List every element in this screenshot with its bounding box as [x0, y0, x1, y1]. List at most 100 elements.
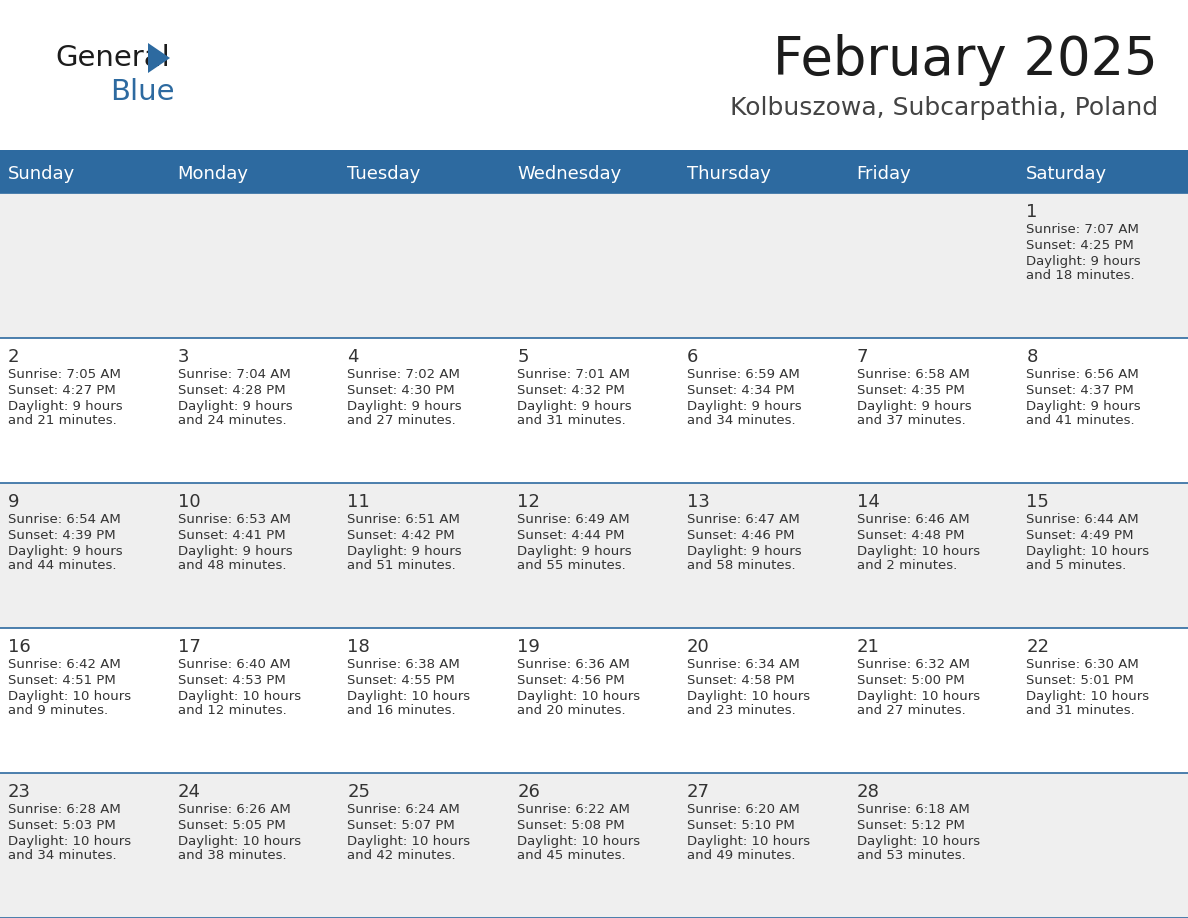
Text: Daylight: 9 hours: Daylight: 9 hours — [347, 545, 462, 558]
Text: 2: 2 — [8, 348, 19, 366]
Text: 12: 12 — [517, 493, 541, 511]
Text: Sunset: 4:39 PM: Sunset: 4:39 PM — [8, 529, 115, 542]
Text: Sunset: 5:00 PM: Sunset: 5:00 PM — [857, 674, 965, 687]
Text: 7: 7 — [857, 348, 868, 366]
Text: and 34 minutes.: and 34 minutes. — [8, 849, 116, 862]
Text: Sunset: 4:25 PM: Sunset: 4:25 PM — [1026, 239, 1135, 252]
Text: and 55 minutes.: and 55 minutes. — [517, 559, 626, 572]
Text: 14: 14 — [857, 493, 879, 511]
Bar — [0, 150, 1188, 155]
Text: Sunset: 4:48 PM: Sunset: 4:48 PM — [857, 529, 965, 542]
Text: and 51 minutes.: and 51 minutes. — [347, 559, 456, 572]
Bar — [0, 338, 1188, 483]
Text: Friday: Friday — [857, 165, 911, 183]
Text: Daylight: 9 hours: Daylight: 9 hours — [178, 400, 292, 413]
Text: 16: 16 — [8, 638, 31, 656]
Text: Sunrise: 6:46 AM: Sunrise: 6:46 AM — [857, 513, 969, 526]
Text: Sunrise: 6:28 AM: Sunrise: 6:28 AM — [8, 803, 121, 816]
Text: Monday: Monday — [178, 165, 248, 183]
Text: and 31 minutes.: and 31 minutes. — [517, 414, 626, 427]
Text: Sunset: 4:30 PM: Sunset: 4:30 PM — [347, 384, 455, 397]
Text: Sunset: 4:41 PM: Sunset: 4:41 PM — [178, 529, 285, 542]
Bar — [0, 483, 1188, 628]
Bar — [0, 628, 1188, 773]
Text: Sunrise: 6:58 AM: Sunrise: 6:58 AM — [857, 368, 969, 381]
Text: and 53 minutes.: and 53 minutes. — [857, 849, 966, 862]
Text: Sunset: 4:37 PM: Sunset: 4:37 PM — [1026, 384, 1135, 397]
Text: and 38 minutes.: and 38 minutes. — [178, 849, 286, 862]
Text: Sunset: 5:08 PM: Sunset: 5:08 PM — [517, 819, 625, 832]
Text: Sunday: Sunday — [8, 165, 75, 183]
Text: General: General — [55, 44, 170, 72]
Text: 5: 5 — [517, 348, 529, 366]
Text: Daylight: 10 hours: Daylight: 10 hours — [178, 835, 301, 848]
Text: Daylight: 10 hours: Daylight: 10 hours — [178, 690, 301, 703]
Text: 13: 13 — [687, 493, 709, 511]
Text: and 49 minutes.: and 49 minutes. — [687, 849, 795, 862]
Text: Sunset: 4:28 PM: Sunset: 4:28 PM — [178, 384, 285, 397]
Text: and 27 minutes.: and 27 minutes. — [857, 704, 966, 717]
Text: Sunrise: 6:53 AM: Sunrise: 6:53 AM — [178, 513, 291, 526]
Text: and 27 minutes.: and 27 minutes. — [347, 414, 456, 427]
Text: Sunset: 4:58 PM: Sunset: 4:58 PM — [687, 674, 795, 687]
Text: Daylight: 9 hours: Daylight: 9 hours — [347, 400, 462, 413]
Text: and 5 minutes.: and 5 minutes. — [1026, 559, 1126, 572]
Text: and 9 minutes.: and 9 minutes. — [8, 704, 108, 717]
Bar — [0, 155, 1188, 193]
Text: Daylight: 9 hours: Daylight: 9 hours — [178, 545, 292, 558]
Text: Daylight: 10 hours: Daylight: 10 hours — [8, 690, 131, 703]
Text: and 45 minutes.: and 45 minutes. — [517, 849, 626, 862]
Text: Daylight: 9 hours: Daylight: 9 hours — [517, 400, 632, 413]
Text: Sunset: 4:44 PM: Sunset: 4:44 PM — [517, 529, 625, 542]
Polygon shape — [148, 43, 170, 73]
Text: Sunset: 5:10 PM: Sunset: 5:10 PM — [687, 819, 795, 832]
Text: and 42 minutes.: and 42 minutes. — [347, 849, 456, 862]
Text: Sunrise: 6:59 AM: Sunrise: 6:59 AM — [687, 368, 800, 381]
Text: Thursday: Thursday — [687, 165, 771, 183]
Text: 19: 19 — [517, 638, 541, 656]
Text: 20: 20 — [687, 638, 709, 656]
Text: Sunset: 4:55 PM: Sunset: 4:55 PM — [347, 674, 455, 687]
Text: Daylight: 10 hours: Daylight: 10 hours — [1026, 690, 1150, 703]
Text: Sunset: 5:05 PM: Sunset: 5:05 PM — [178, 819, 285, 832]
Text: Sunset: 5:03 PM: Sunset: 5:03 PM — [8, 819, 115, 832]
Bar — [0, 0, 1188, 155]
Text: Daylight: 10 hours: Daylight: 10 hours — [857, 545, 980, 558]
Text: Sunset: 4:32 PM: Sunset: 4:32 PM — [517, 384, 625, 397]
Text: 26: 26 — [517, 783, 541, 801]
Text: and 31 minutes.: and 31 minutes. — [1026, 704, 1135, 717]
Text: Sunrise: 6:40 AM: Sunrise: 6:40 AM — [178, 658, 290, 671]
Text: Sunrise: 7:04 AM: Sunrise: 7:04 AM — [178, 368, 290, 381]
Text: Sunset: 4:49 PM: Sunset: 4:49 PM — [1026, 529, 1133, 542]
Text: Sunrise: 6:51 AM: Sunrise: 6:51 AM — [347, 513, 460, 526]
Text: Sunset: 4:35 PM: Sunset: 4:35 PM — [857, 384, 965, 397]
Text: Sunrise: 6:49 AM: Sunrise: 6:49 AM — [517, 513, 630, 526]
Text: and 12 minutes.: and 12 minutes. — [178, 704, 286, 717]
Text: 8: 8 — [1026, 348, 1037, 366]
Text: 22: 22 — [1026, 638, 1049, 656]
Text: Daylight: 10 hours: Daylight: 10 hours — [347, 690, 470, 703]
Text: 1: 1 — [1026, 203, 1037, 221]
Text: Sunrise: 6:54 AM: Sunrise: 6:54 AM — [8, 513, 121, 526]
Text: 25: 25 — [347, 783, 371, 801]
Text: Blue: Blue — [110, 78, 175, 106]
Text: 3: 3 — [178, 348, 189, 366]
Text: Sunset: 4:34 PM: Sunset: 4:34 PM — [687, 384, 795, 397]
Text: 17: 17 — [178, 638, 201, 656]
Text: and 20 minutes.: and 20 minutes. — [517, 704, 626, 717]
Text: Daylight: 10 hours: Daylight: 10 hours — [517, 690, 640, 703]
Text: 23: 23 — [8, 783, 31, 801]
Text: Daylight: 10 hours: Daylight: 10 hours — [687, 835, 810, 848]
Text: Daylight: 9 hours: Daylight: 9 hours — [1026, 400, 1140, 413]
Text: Sunrise: 6:56 AM: Sunrise: 6:56 AM — [1026, 368, 1139, 381]
Text: Daylight: 10 hours: Daylight: 10 hours — [347, 835, 470, 848]
Text: Sunrise: 7:07 AM: Sunrise: 7:07 AM — [1026, 223, 1139, 236]
Text: 24: 24 — [178, 783, 201, 801]
Text: Sunrise: 7:02 AM: Sunrise: 7:02 AM — [347, 368, 460, 381]
Text: and 23 minutes.: and 23 minutes. — [687, 704, 796, 717]
Text: Wednesday: Wednesday — [517, 165, 621, 183]
Text: Sunrise: 6:38 AM: Sunrise: 6:38 AM — [347, 658, 460, 671]
Bar — [0, 773, 1188, 918]
Text: Daylight: 9 hours: Daylight: 9 hours — [687, 400, 802, 413]
Text: Sunset: 5:07 PM: Sunset: 5:07 PM — [347, 819, 455, 832]
